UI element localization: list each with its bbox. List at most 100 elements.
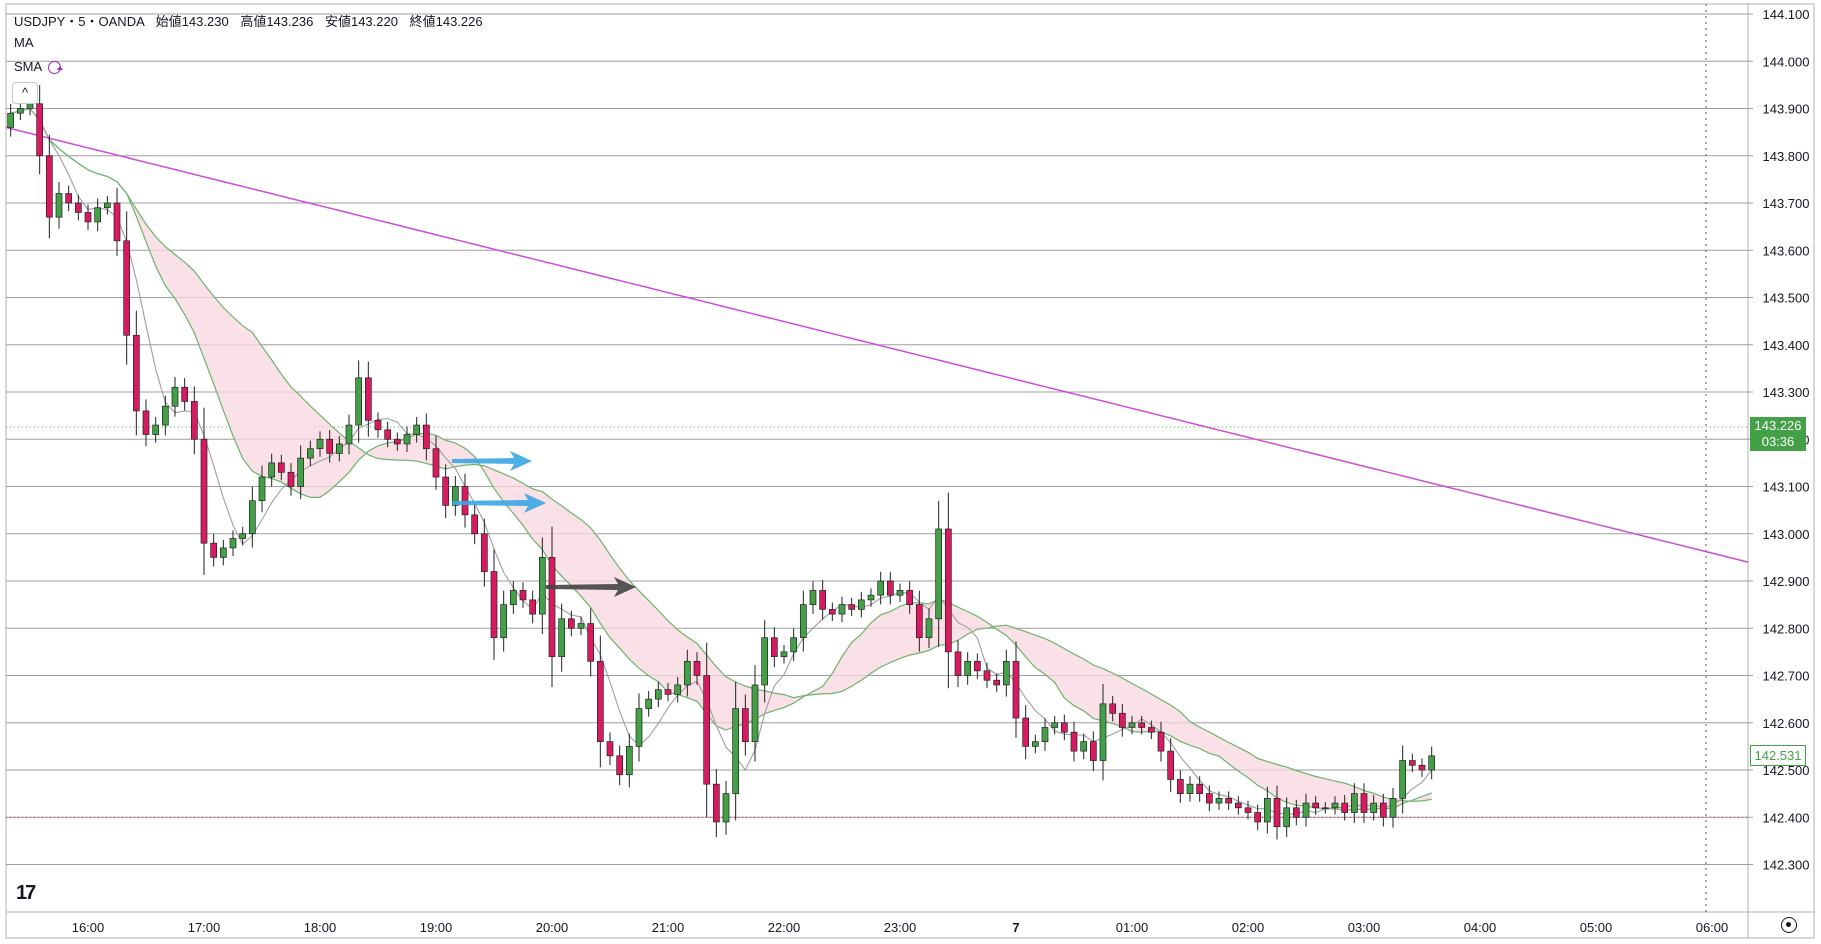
candle-up [925, 618, 933, 639]
candle-up [683, 660, 691, 686]
candle-down [1379, 802, 1387, 818]
candle-up [964, 660, 972, 676]
y-tick-label: 143.300 [1763, 385, 1810, 400]
candle-down [664, 689, 672, 695]
y-tick-label: 142.500 [1763, 763, 1810, 778]
long-sma-line [5, 126, 1749, 563]
candle-up [345, 424, 353, 445]
candle-down [1089, 741, 1097, 761]
candle-down [1234, 802, 1242, 809]
candle-up [780, 651, 788, 657]
tradingview-logo[interactable]: 17 [16, 882, 36, 904]
candle-up [732, 708, 740, 794]
candle-up [94, 207, 102, 223]
candle-down [915, 604, 923, 639]
collapse-legend-button[interactable]: ^ [12, 82, 38, 104]
candle-up [790, 637, 798, 653]
candle-down [703, 675, 711, 785]
candle-up [1051, 722, 1059, 728]
candle-down [973, 660, 981, 672]
candle-down [1070, 731, 1078, 752]
candle-down [36, 103, 44, 157]
candle-down [490, 571, 498, 639]
gear-icon[interactable] [1781, 917, 1797, 933]
y-tick-label: 143.000 [1763, 527, 1810, 542]
candle-up [413, 424, 421, 435]
candle-up [896, 590, 904, 596]
candle-down [1060, 722, 1068, 733]
candle-down [74, 202, 82, 213]
candle-down [993, 679, 1001, 686]
candle-up [229, 538, 237, 549]
candle-up [239, 533, 247, 539]
candle-up [306, 448, 314, 459]
candle-up [1263, 797, 1271, 823]
candle-down [848, 604, 856, 610]
sma-indicator-row[interactable]: SMA [14, 59, 64, 74]
candle-up [500, 604, 508, 639]
candle-down [113, 202, 121, 242]
x-tick-label: 05:00 [1580, 920, 1613, 935]
candle-up [509, 590, 517, 605]
candle-down [1244, 807, 1252, 813]
y-tick-label: 142.300 [1763, 858, 1810, 873]
symbol-label[interactable]: USDJPY・5・OANDA [14, 14, 145, 29]
x-tick-label: 21:00 [652, 920, 685, 935]
candle-up [1041, 727, 1049, 742]
candle-up [558, 618, 566, 657]
candle-up [1321, 807, 1329, 810]
y-tick-label: 143.400 [1763, 338, 1810, 353]
candle-down [567, 618, 575, 629]
y-tick-label: 144.000 [1763, 54, 1810, 69]
sma-indicator-label[interactable]: SMA [14, 59, 43, 74]
candle-down [1341, 802, 1349, 813]
low-label: 安値 [324, 14, 351, 29]
y-tick-label: 143.900 [1763, 102, 1810, 117]
candle-up [258, 476, 266, 502]
x-tick-label: 20:00 [536, 920, 569, 935]
candle-down [432, 448, 440, 478]
candle-down [84, 212, 92, 223]
x-tick-label: 16:00 [72, 920, 105, 935]
candle-down [548, 557, 556, 657]
candle-down [364, 377, 372, 421]
candle-up [1389, 797, 1397, 818]
candle-up [1186, 783, 1194, 794]
y-tick-label: 143.100 [1763, 480, 1810, 495]
candle-up [316, 438, 324, 450]
candle-up [761, 637, 769, 686]
candle-down [529, 599, 537, 615]
y-tick-label: 143.800 [1763, 149, 1810, 164]
candle-down [181, 386, 189, 402]
candle-up [16, 108, 24, 114]
candle-up [355, 377, 363, 426]
candle-down [1418, 764, 1426, 771]
candle-down [1147, 727, 1155, 733]
candle-down [596, 660, 604, 743]
x-tick-label: 7 [1012, 920, 1019, 935]
candle-down [1176, 779, 1184, 794]
low-value: 143.220 [350, 14, 398, 29]
cycle-icon[interactable] [48, 61, 64, 74]
candle-down [480, 533, 488, 572]
candle-up [877, 580, 885, 596]
candle-down [519, 590, 527, 601]
candle-up [55, 193, 63, 218]
candle-down [1157, 731, 1165, 752]
candle-down [1312, 802, 1320, 809]
candle-up [268, 462, 276, 478]
candle-up [219, 547, 227, 558]
open-label: 始値 [155, 14, 182, 29]
x-tick-label: 18:00 [304, 920, 337, 935]
candle-up [577, 623, 585, 629]
candle-up [654, 689, 662, 700]
candle-down [587, 623, 595, 662]
candle-down [1138, 722, 1146, 728]
candle-down [471, 514, 479, 535]
candle-down [132, 334, 140, 412]
chart-border [5, 3, 1815, 939]
x-tick-label: 19:00 [420, 920, 453, 935]
ma-indicator-label[interactable]: MA [14, 35, 34, 50]
